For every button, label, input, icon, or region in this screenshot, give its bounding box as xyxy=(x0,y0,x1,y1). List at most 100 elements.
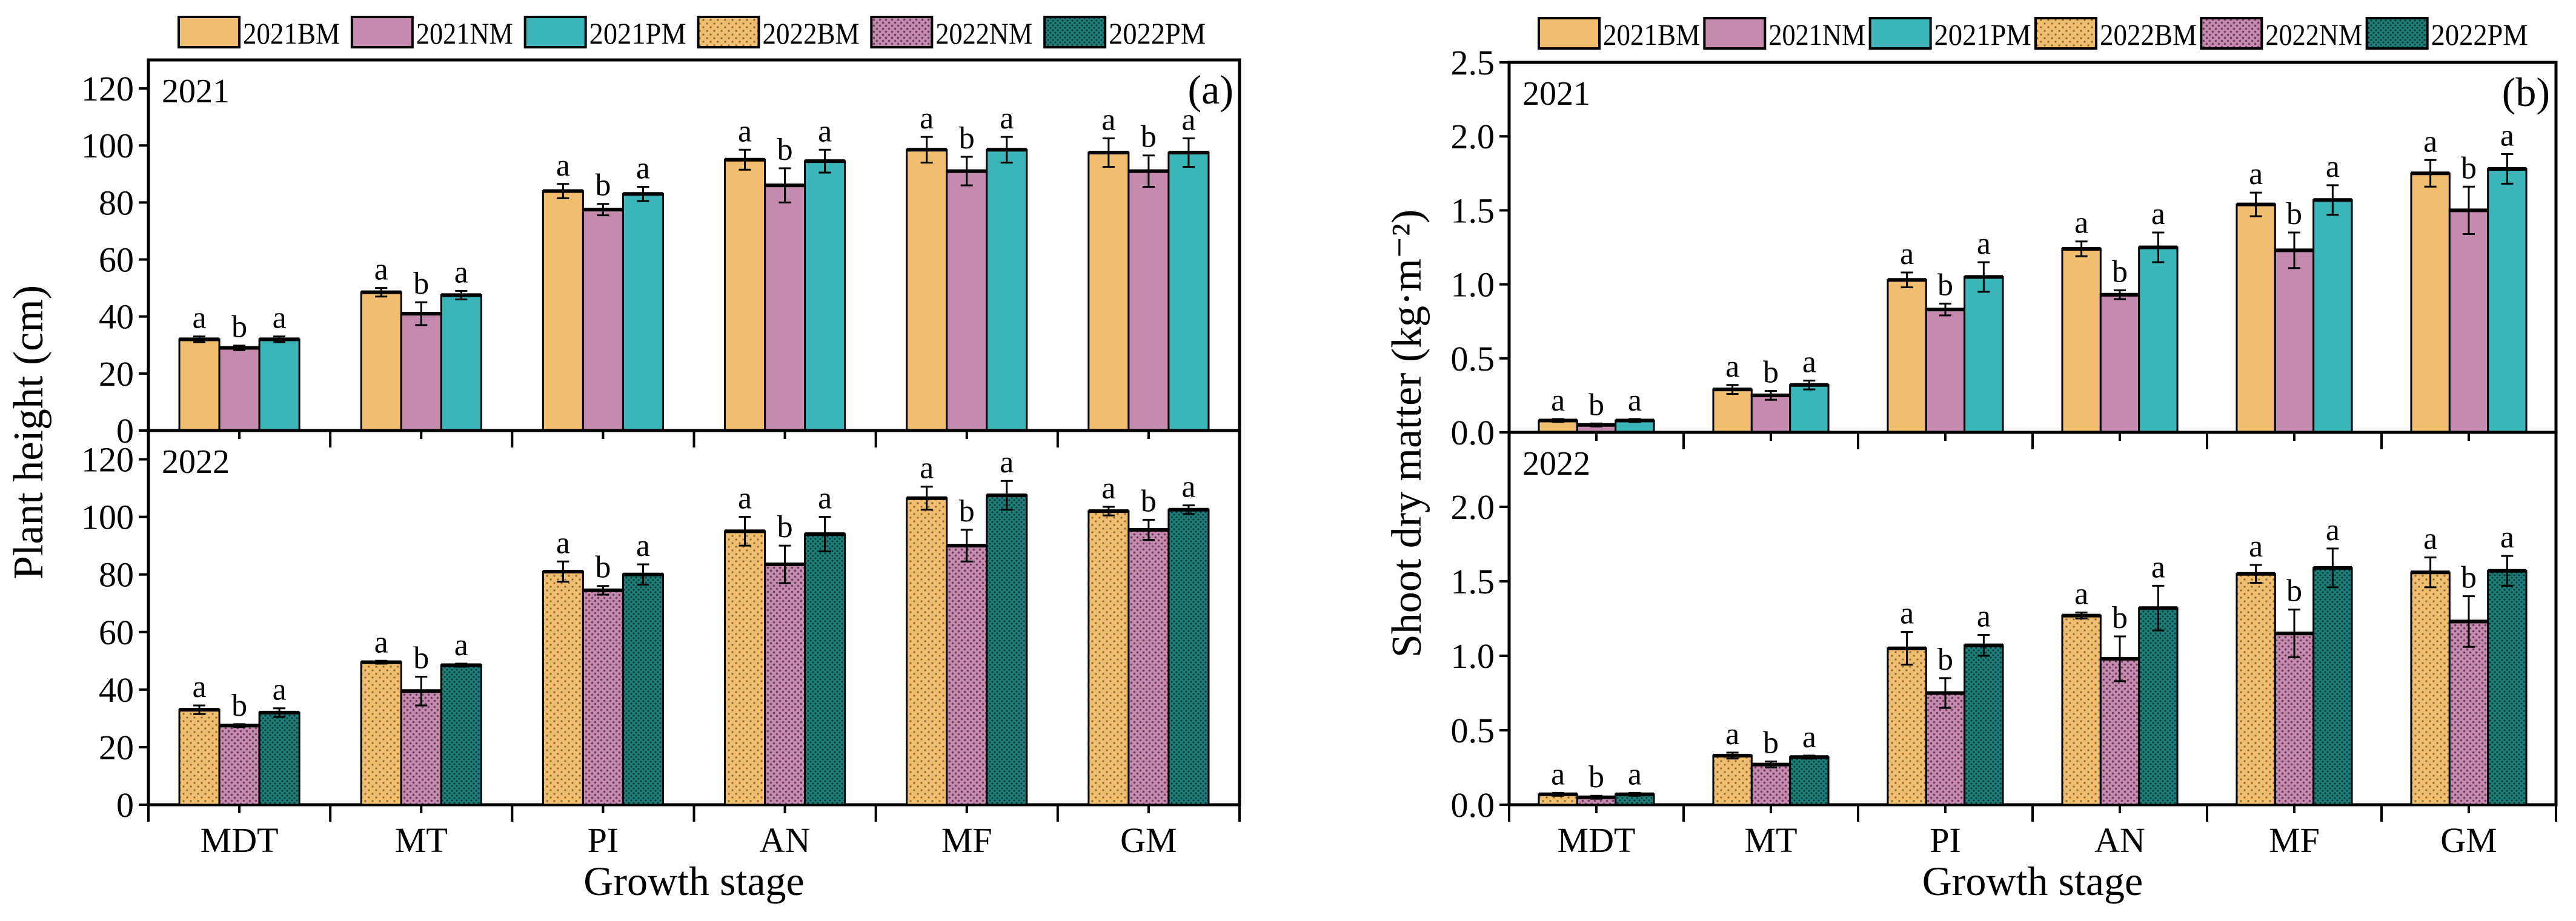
significance-letter: b xyxy=(2461,151,2477,185)
significance-letter: a xyxy=(920,101,934,136)
y-tick-label: 40 xyxy=(99,670,134,710)
bar xyxy=(440,294,482,432)
bar-2022BM-MT: a xyxy=(1712,717,1753,806)
bar-2021BM-MDT: a xyxy=(178,301,221,432)
significance-letter: a xyxy=(738,481,752,516)
x-tick-label: MDT xyxy=(1558,820,1636,860)
x-tick-label: PI xyxy=(588,820,619,860)
significance-letter: b xyxy=(777,510,793,544)
bar-2022PM-MT: a xyxy=(1789,720,1830,806)
bar-2021NM-AN: b xyxy=(764,133,806,432)
y-tick-label: 0.0 xyxy=(1451,413,1495,452)
significance-letter: a xyxy=(1551,383,1565,418)
significance-letter: a xyxy=(1725,717,1739,751)
legend-item-2022BM: 2022BM xyxy=(2034,17,2197,51)
y-tick-label: 60 xyxy=(99,240,134,280)
bar xyxy=(2099,294,2140,434)
significance-letter: b xyxy=(1937,268,1953,302)
panel-year-label: 2022 xyxy=(162,443,230,481)
significance-letter: a xyxy=(1900,596,1914,631)
significance-letter: a xyxy=(1977,226,1991,261)
bar xyxy=(804,160,846,432)
significance-letter: b xyxy=(1588,760,1604,794)
legend-label: 2021BM xyxy=(243,16,340,50)
legend-swatch xyxy=(2034,17,2097,50)
shoot-dry-matter-chart: 2021BM 2021NM 2021PM 2022BM 2022NM 2022PM 0.0 0… xyxy=(1384,17,2558,904)
bar xyxy=(360,661,402,806)
bar xyxy=(218,724,261,806)
x-axis-title: Growth stage xyxy=(583,858,804,904)
bar-2022BM-MT: a xyxy=(360,625,402,806)
significance-letter: b xyxy=(2112,254,2128,289)
significance-letter: b xyxy=(777,133,793,167)
x-tick-label: MT xyxy=(395,820,448,860)
bar xyxy=(1925,308,1966,434)
significance-letter: a xyxy=(1551,757,1565,791)
significance-letter: b xyxy=(2286,197,2302,231)
significance-letter: a xyxy=(1977,599,1991,634)
bar xyxy=(2410,172,2451,434)
x-tick-label: MT xyxy=(1745,820,1798,860)
bar-2022BM-MF: a xyxy=(906,451,948,806)
bar-2022BM-AN: a xyxy=(724,481,766,806)
bar-2022BM-PI: a xyxy=(1887,596,1927,806)
significance-letter: a xyxy=(1181,102,1195,137)
bar-2022NM-AN: b xyxy=(764,510,806,806)
bar-2022NM-GM: b xyxy=(2448,561,2489,806)
significance-letter: b xyxy=(2112,601,2128,635)
significance-letter: a xyxy=(273,673,287,707)
x-tick-label: AN xyxy=(760,820,811,860)
bar-2021BM-MT: a xyxy=(1712,349,1753,434)
significance-letter: a xyxy=(374,625,388,659)
y-tick-label: 20 xyxy=(99,354,134,394)
legend-label: 2022PM xyxy=(2431,18,2528,51)
legend-label: 2022NM xyxy=(935,16,1032,50)
legend-label: 2022PM xyxy=(1109,16,1206,50)
bar-2022NM-MDT: b xyxy=(1576,760,1617,806)
x-tick-label: GM xyxy=(2440,820,2497,860)
significance-letter: b xyxy=(1763,355,1779,390)
bar-2021PM-MF: a xyxy=(2312,150,2353,434)
significance-letter: b xyxy=(2286,574,2302,609)
bar xyxy=(2487,570,2528,806)
bar xyxy=(582,589,624,806)
legend-swatch xyxy=(1538,17,1601,50)
legend-swatch xyxy=(870,16,934,48)
significance-letter: a xyxy=(1101,102,1115,137)
significance-letter: a xyxy=(1000,445,1014,480)
x-tick-label: MF xyxy=(941,820,992,860)
bar-2021NM-MDT: b xyxy=(218,310,261,432)
significance-letter: a xyxy=(192,301,206,335)
significance-letter: a xyxy=(1900,237,1914,271)
significance-letter: b xyxy=(959,121,975,156)
bar xyxy=(804,533,846,806)
x-tick-label: GM xyxy=(1120,820,1177,860)
bar xyxy=(2061,615,2102,806)
y-axis-title: Shoot dry matter (kg·m⁻²) xyxy=(1384,210,1430,658)
bar-2021PM-AN: a xyxy=(2138,197,2179,434)
bar xyxy=(2138,246,2179,434)
bar xyxy=(946,170,988,432)
significance-letter: a xyxy=(192,670,206,704)
bar-2022BM-AN: a xyxy=(2061,577,2102,806)
bar-2021PM-GM: a xyxy=(2487,119,2528,434)
bar-2022BM-MDT: a xyxy=(1538,757,1578,806)
legend-item-2021BM: 2021BM xyxy=(178,16,340,50)
bar xyxy=(1712,754,1753,806)
significance-letter: a xyxy=(636,151,650,185)
bar-2021BM-MT: a xyxy=(360,253,402,432)
bar-2022BM-MF: a xyxy=(2236,529,2276,806)
legend-item-2022BM: 2022BM xyxy=(697,16,860,50)
bar xyxy=(946,544,988,806)
plant-height-chart: 2021BM 2021NM 2021PM 2022BM 2022NM 2022PM 0 20 4… xyxy=(5,16,1241,904)
bar xyxy=(2312,199,2353,434)
bar-2022NM-MF: b xyxy=(2274,574,2315,806)
x-tick-label: MDT xyxy=(201,820,279,860)
significance-letter: b xyxy=(1763,726,1779,761)
bar xyxy=(258,338,300,432)
significance-letter: a xyxy=(374,253,388,287)
significance-letter: a xyxy=(1802,720,1816,754)
y-tick-label: 120 xyxy=(81,440,134,480)
